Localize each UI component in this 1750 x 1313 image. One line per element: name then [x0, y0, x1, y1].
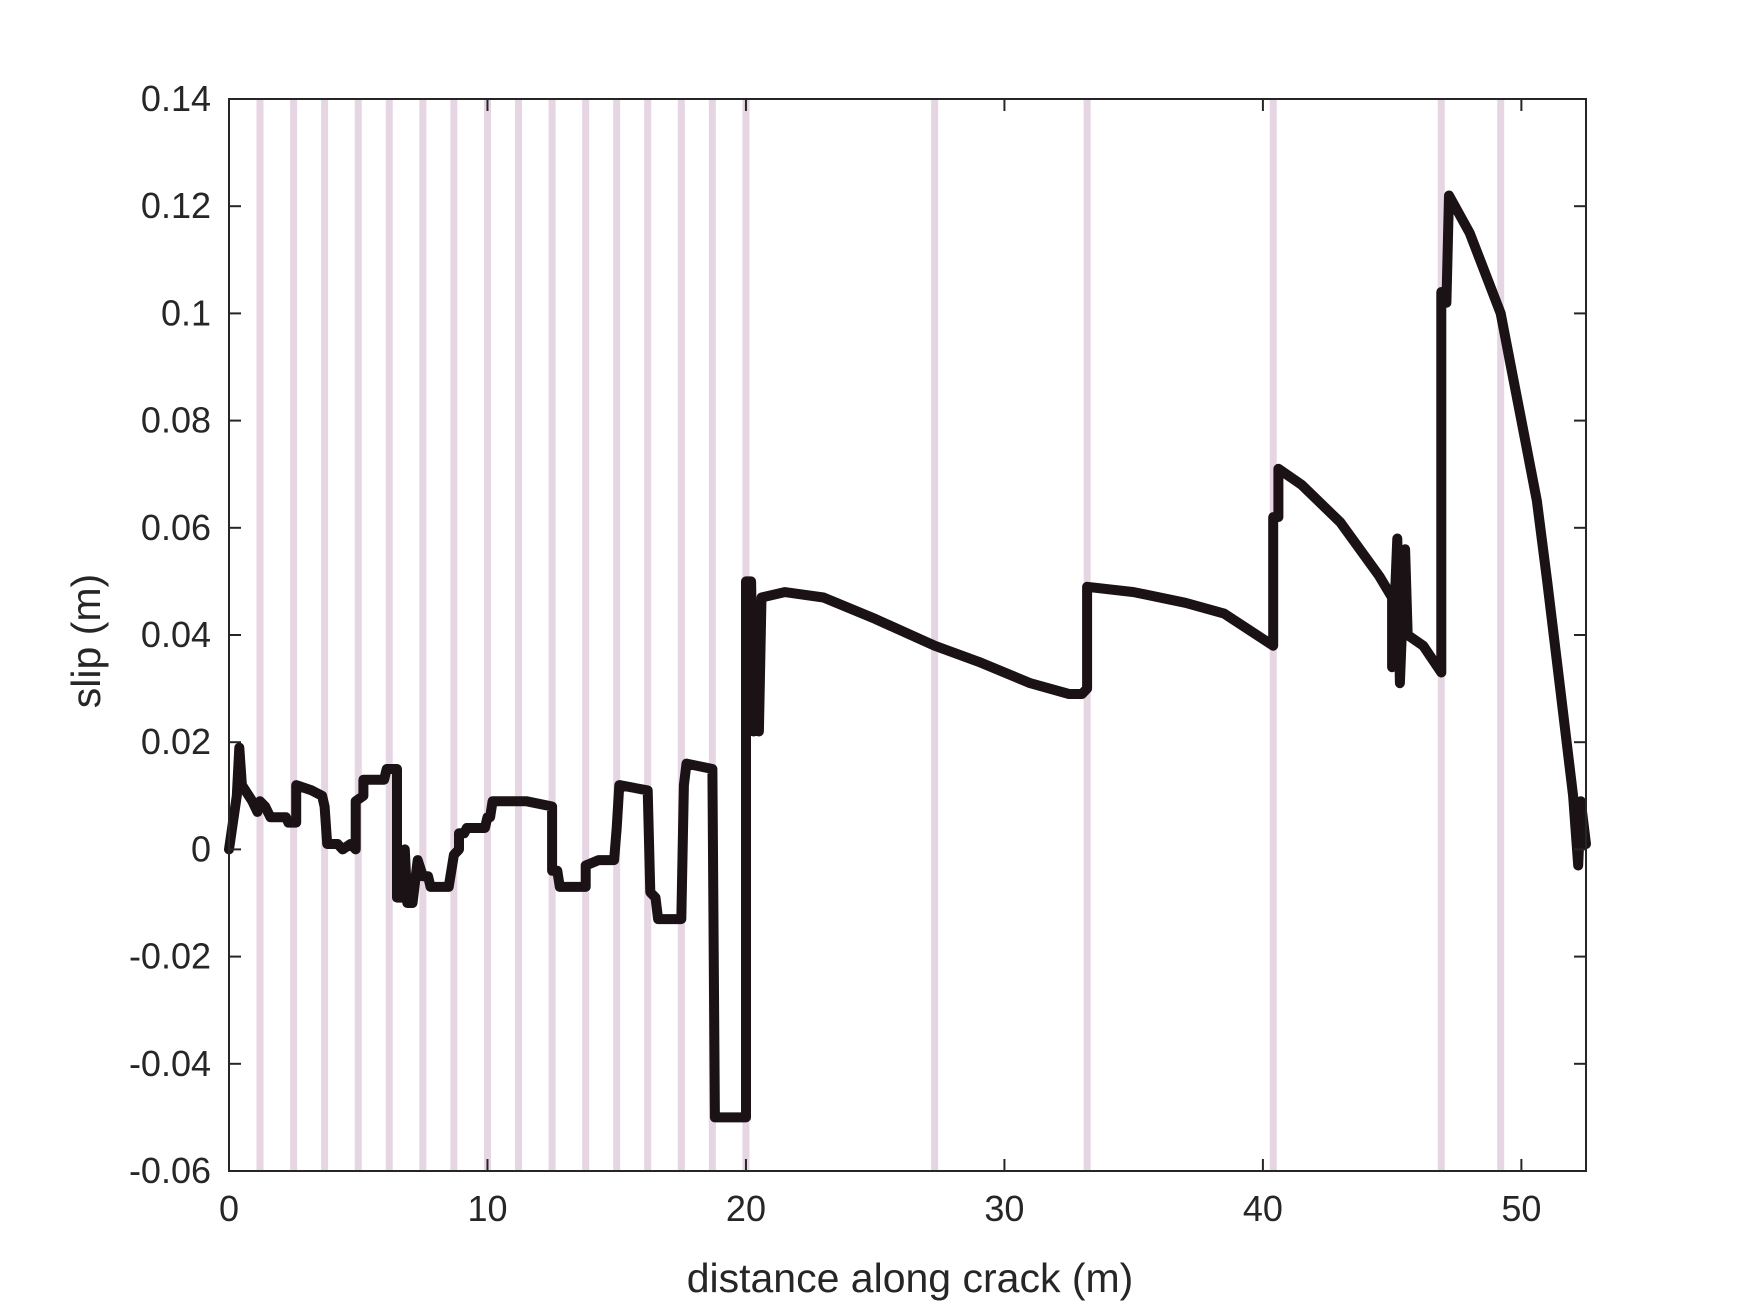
- axis-tick-labels: 0 10 20 30 40 50 -0.06 -0.04 -0.02 0 0.02 0.04 0.06 0…: [129, 78, 1541, 1229]
- x-tick-label: 30: [984, 1188, 1024, 1229]
- y-tick-label: 0.12: [141, 185, 211, 226]
- y-axis-label: slip (m): [63, 574, 109, 708]
- y-tick-label: -0.04: [129, 1043, 211, 1084]
- x-tick-label: 50: [1501, 1188, 1541, 1229]
- y-tick-label: -0.02: [129, 936, 211, 977]
- y-tick-label: -0.06: [129, 1150, 211, 1191]
- y-tick-label: 0.08: [141, 400, 211, 441]
- y-tick-label: 0.04: [141, 614, 211, 655]
- x-tick-label: 0: [219, 1188, 239, 1229]
- vertical-markers: [256, 99, 1505, 1171]
- y-tick-label: 0.14: [141, 78, 211, 119]
- x-tick-label: 20: [726, 1188, 766, 1229]
- x-tick-label: 10: [467, 1188, 507, 1229]
- slip-series-line: [224, 190, 1591, 1123]
- y-tick-label: 0: [191, 828, 211, 869]
- y-tick-label: 0.06: [141, 507, 211, 548]
- x-tick-label: 40: [1243, 1188, 1283, 1229]
- y-tick-label: 0.1: [161, 292, 211, 333]
- data-line-layer: [224, 190, 1591, 1123]
- axis-ticks: [228, 98, 1586, 1172]
- y-tick-label: 0.02: [141, 721, 211, 762]
- x-axis-label: distance along crack (m): [687, 1255, 1134, 1301]
